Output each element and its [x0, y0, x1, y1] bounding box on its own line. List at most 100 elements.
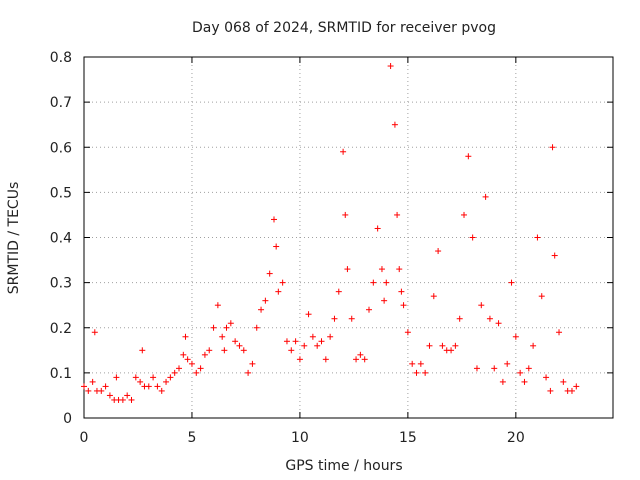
- y-axis-label: SRMTID / TECUs: [6, 182, 22, 295]
- data-point: [193, 369, 200, 376]
- data-point: [473, 365, 480, 372]
- scatter-points: [81, 63, 580, 403]
- data-point: [422, 369, 429, 376]
- data-point: [154, 383, 161, 390]
- data-point: [469, 234, 476, 241]
- data-point: [394, 211, 401, 218]
- data-point: [102, 383, 109, 390]
- y-tick-label: 0.1: [50, 366, 72, 382]
- data-point: [314, 342, 321, 349]
- data-point: [543, 374, 550, 381]
- data-point: [137, 378, 144, 385]
- data-point: [426, 342, 433, 349]
- data-point: [214, 302, 221, 309]
- data-point: [188, 360, 195, 367]
- data-point: [249, 360, 256, 367]
- data-point: [482, 193, 489, 200]
- data-point: [499, 378, 506, 385]
- data-point: [236, 342, 243, 349]
- y-tick-label: 0: [63, 411, 72, 427]
- data-point: [374, 225, 381, 232]
- data-point: [335, 288, 342, 295]
- data-point: [381, 297, 388, 304]
- y-tick-label: 0.6: [50, 140, 72, 156]
- data-point: [465, 153, 472, 160]
- data-point: [288, 347, 295, 354]
- data-point: [504, 360, 511, 367]
- data-point: [318, 338, 325, 345]
- data-point: [491, 365, 498, 372]
- data-point: [128, 396, 135, 403]
- axis-ticks: [83, 56, 613, 419]
- data-point: [398, 288, 405, 295]
- data-point: [573, 383, 580, 390]
- data-point: [279, 279, 286, 286]
- data-point: [448, 347, 455, 354]
- data-point: [396, 266, 403, 273]
- data-point: [232, 338, 239, 345]
- data-point: [435, 248, 442, 255]
- data-point: [348, 315, 355, 322]
- data-point: [549, 144, 556, 151]
- data-point: [182, 333, 189, 340]
- data-point: [132, 374, 139, 381]
- x-tick-label: 5: [187, 430, 196, 446]
- y-tick-label: 0.3: [50, 276, 72, 292]
- data-point: [461, 211, 468, 218]
- data-point: [305, 311, 312, 318]
- data-point: [119, 396, 126, 403]
- data-point: [404, 329, 411, 336]
- data-point: [271, 216, 278, 223]
- data-point: [210, 324, 217, 331]
- data-point: [387, 63, 394, 70]
- data-point: [91, 329, 98, 336]
- data-point: [366, 306, 373, 313]
- y-tick-label: 0.7: [50, 95, 72, 111]
- data-point: [258, 306, 265, 313]
- data-point: [525, 365, 532, 372]
- data-point: [478, 302, 485, 309]
- y-tick-label: 0.2: [50, 321, 72, 337]
- data-point: [322, 356, 329, 363]
- data-point: [530, 342, 537, 349]
- data-point: [171, 369, 178, 376]
- data-point: [221, 347, 228, 354]
- data-point: [150, 374, 157, 381]
- data-point: [512, 333, 519, 340]
- data-point: [223, 324, 230, 331]
- data-point: [340, 148, 347, 155]
- data-point: [551, 252, 558, 259]
- data-point: [452, 342, 459, 349]
- data-point: [296, 356, 303, 363]
- data-point: [383, 279, 390, 286]
- data-point: [139, 347, 146, 354]
- data-point: [538, 293, 545, 300]
- x-tick-label: 0: [80, 430, 89, 446]
- data-point: [201, 351, 208, 358]
- data-point: [253, 324, 260, 331]
- data-point: [430, 293, 437, 300]
- data-point: [344, 266, 351, 273]
- data-point: [327, 333, 334, 340]
- data-point: [556, 329, 563, 336]
- x-tick-label: 10: [291, 430, 309, 446]
- data-point: [273, 243, 280, 250]
- data-point: [176, 365, 183, 372]
- data-point: [400, 302, 407, 309]
- x-axis-label: GPS time / hours: [285, 458, 402, 474]
- x-tick-label: 15: [399, 430, 417, 446]
- data-point: [495, 320, 502, 327]
- data-point: [145, 383, 152, 390]
- y-tick-label: 0.8: [50, 50, 72, 66]
- data-point: [227, 320, 234, 327]
- data-point: [85, 387, 92, 394]
- data-point: [283, 338, 290, 345]
- data-point: [124, 392, 131, 399]
- data-point: [98, 387, 105, 394]
- data-point: [417, 360, 424, 367]
- data-point: [180, 351, 187, 358]
- data-point: [266, 270, 273, 277]
- y-tick-label: 0.4: [50, 231, 72, 247]
- data-point: [517, 369, 524, 376]
